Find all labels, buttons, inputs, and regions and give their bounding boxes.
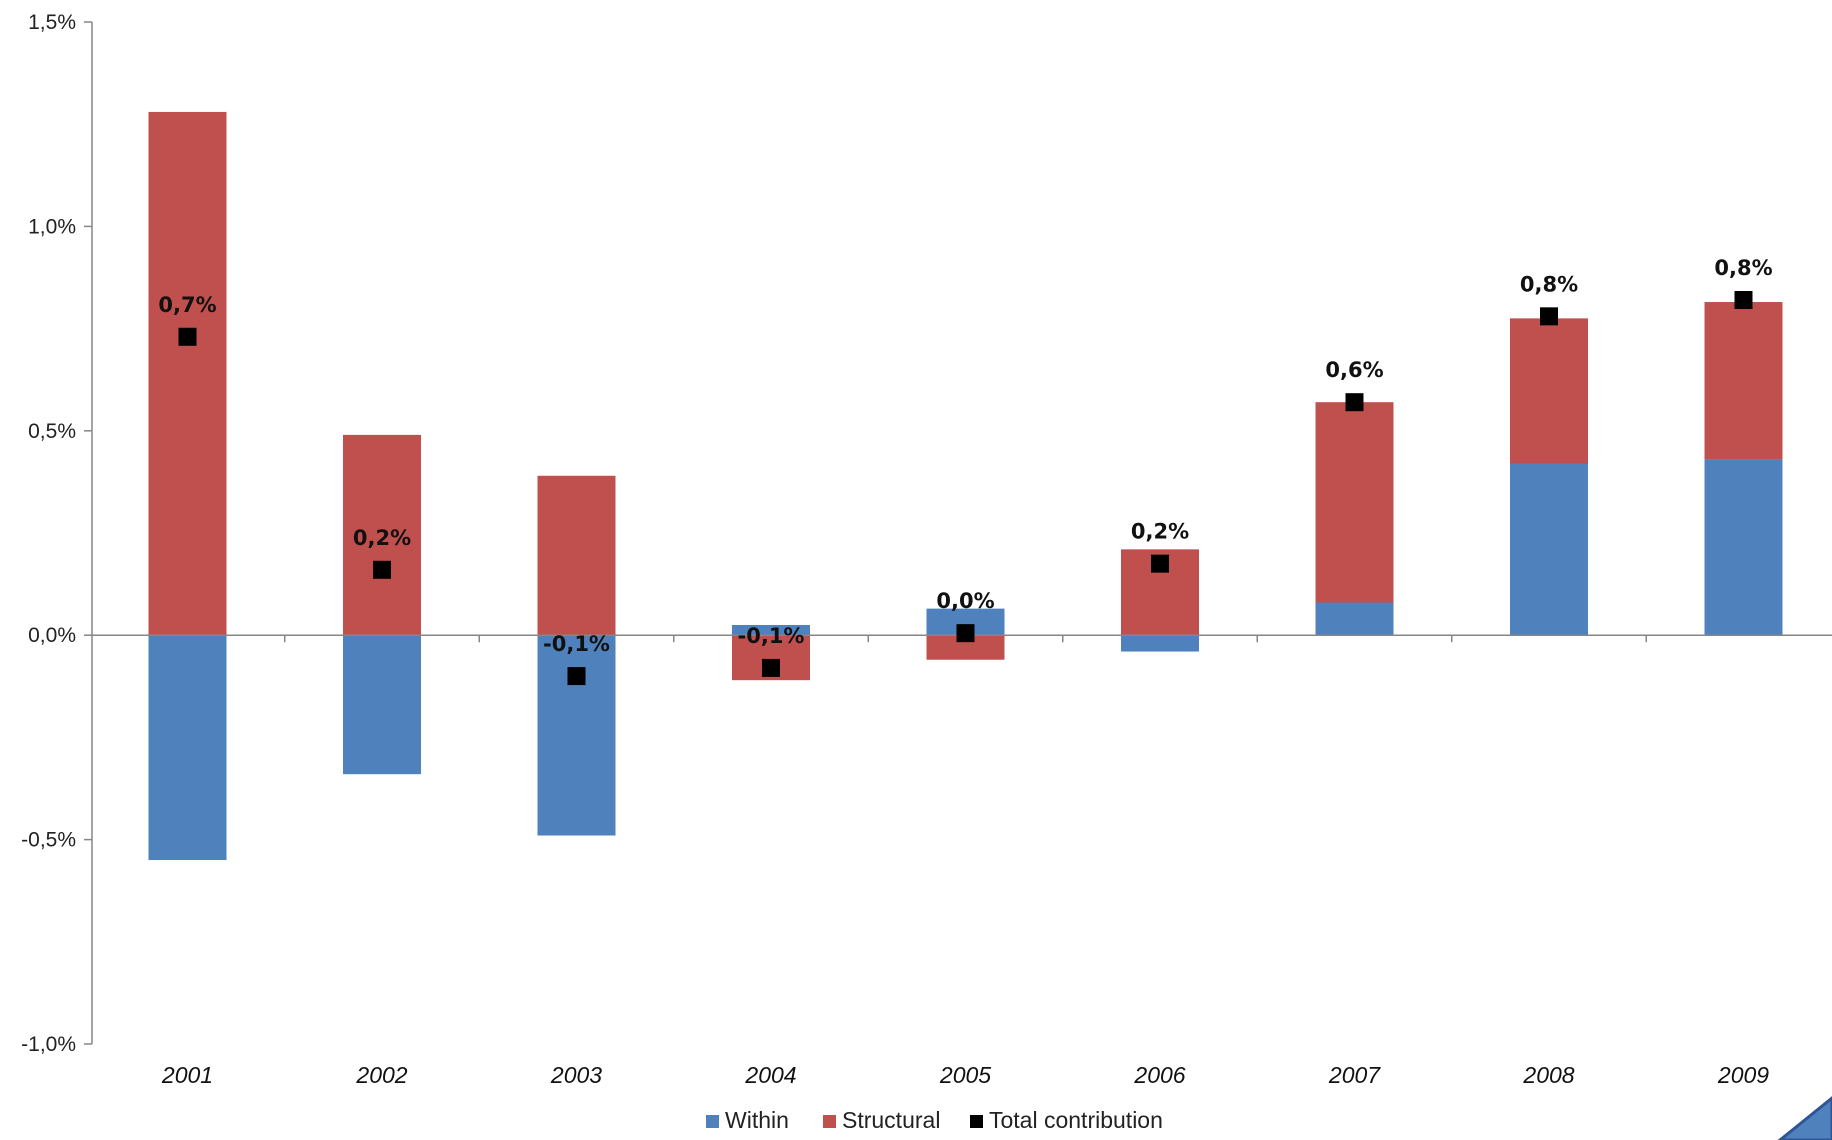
data-label-2001: 0,7% [158,293,216,317]
bar-structural-2003 [537,475,616,636]
legend-label-total: Total contribution [989,1107,1163,1133]
x-tick-label: 2009 [1717,1062,1769,1088]
total-marker-2004 [762,658,780,677]
bar-within-2001 [148,635,227,861]
data-label-2007: 0,6% [1325,358,1383,382]
data-label-2006: 0,2% [1131,520,1189,544]
y-tick-label: 0,0% [28,624,76,647]
bar-structural-2007 [1315,402,1394,603]
legend-label-structural: Structural [842,1107,940,1133]
bar-within-2002 [343,635,421,775]
data-label-2008: 0,8% [1520,272,1578,296]
markers-layer [178,290,1753,686]
bar-within-2009 [1704,459,1783,636]
legend-label-within: Within [725,1107,789,1133]
bar-within-2004 [732,624,810,636]
legend: Within Structural Total contribution [706,1107,1163,1133]
x-tick-label: 2008 [1522,1062,1574,1088]
total-marker-2006 [1151,554,1169,573]
data-label-2004: -0,1% [738,624,805,648]
data-label-2005: 0,0% [936,589,994,613]
bar-within-2006 [1121,635,1199,652]
data-label-2009: 0,8% [1714,256,1772,280]
total-marker-2008 [1540,307,1558,326]
page-corner-icon [1777,1096,1832,1140]
bar-structural-2008 [1510,318,1588,464]
x-tick-label: 2002 [355,1062,407,1088]
bar-structural-2001 [148,111,227,636]
y-tick-label: -1,0% [21,1033,76,1056]
x-tick-label: 2006 [1133,1062,1185,1088]
y-tick-label: -0,5% [21,829,76,852]
total-marker-2001 [178,327,197,346]
labels-layer: 2001 2002 2003 2004 2005 2006 2007 2008 2009 0,7%… [158,256,1772,1088]
x-tick-label: 2005 [939,1062,991,1088]
bar-within-2007 [1315,602,1394,636]
total-marker-2007 [1345,393,1364,412]
total-marker-2009 [1734,290,1753,309]
total-marker-2005 [956,624,975,643]
legend-swatch-structural [823,1115,836,1128]
bar-within-2003 [537,635,616,836]
total-marker-2002 [373,560,391,579]
data-label-2003: -0,1% [543,632,610,656]
bar-within-2008 [1510,463,1588,636]
x-tick-label: 2004 [744,1062,796,1088]
y-tick-label: 0,5% [28,420,76,443]
bar-structural-2002 [343,434,421,636]
data-label-2002: 0,2% [353,526,411,550]
legend-swatch-within [706,1115,719,1128]
bars-layer [148,111,1783,861]
y-tick-label: 1,5% [28,11,76,34]
bar-structural-2009 [1704,302,1783,460]
x-tick-label: 2003 [550,1062,602,1088]
x-tick-label: 2001 [161,1062,213,1088]
x-tick-label: 2007 [1328,1062,1381,1088]
total-marker-2003 [567,667,586,686]
legend-swatch-total [970,1115,983,1128]
y-tick-label: 1,0% [28,215,76,238]
